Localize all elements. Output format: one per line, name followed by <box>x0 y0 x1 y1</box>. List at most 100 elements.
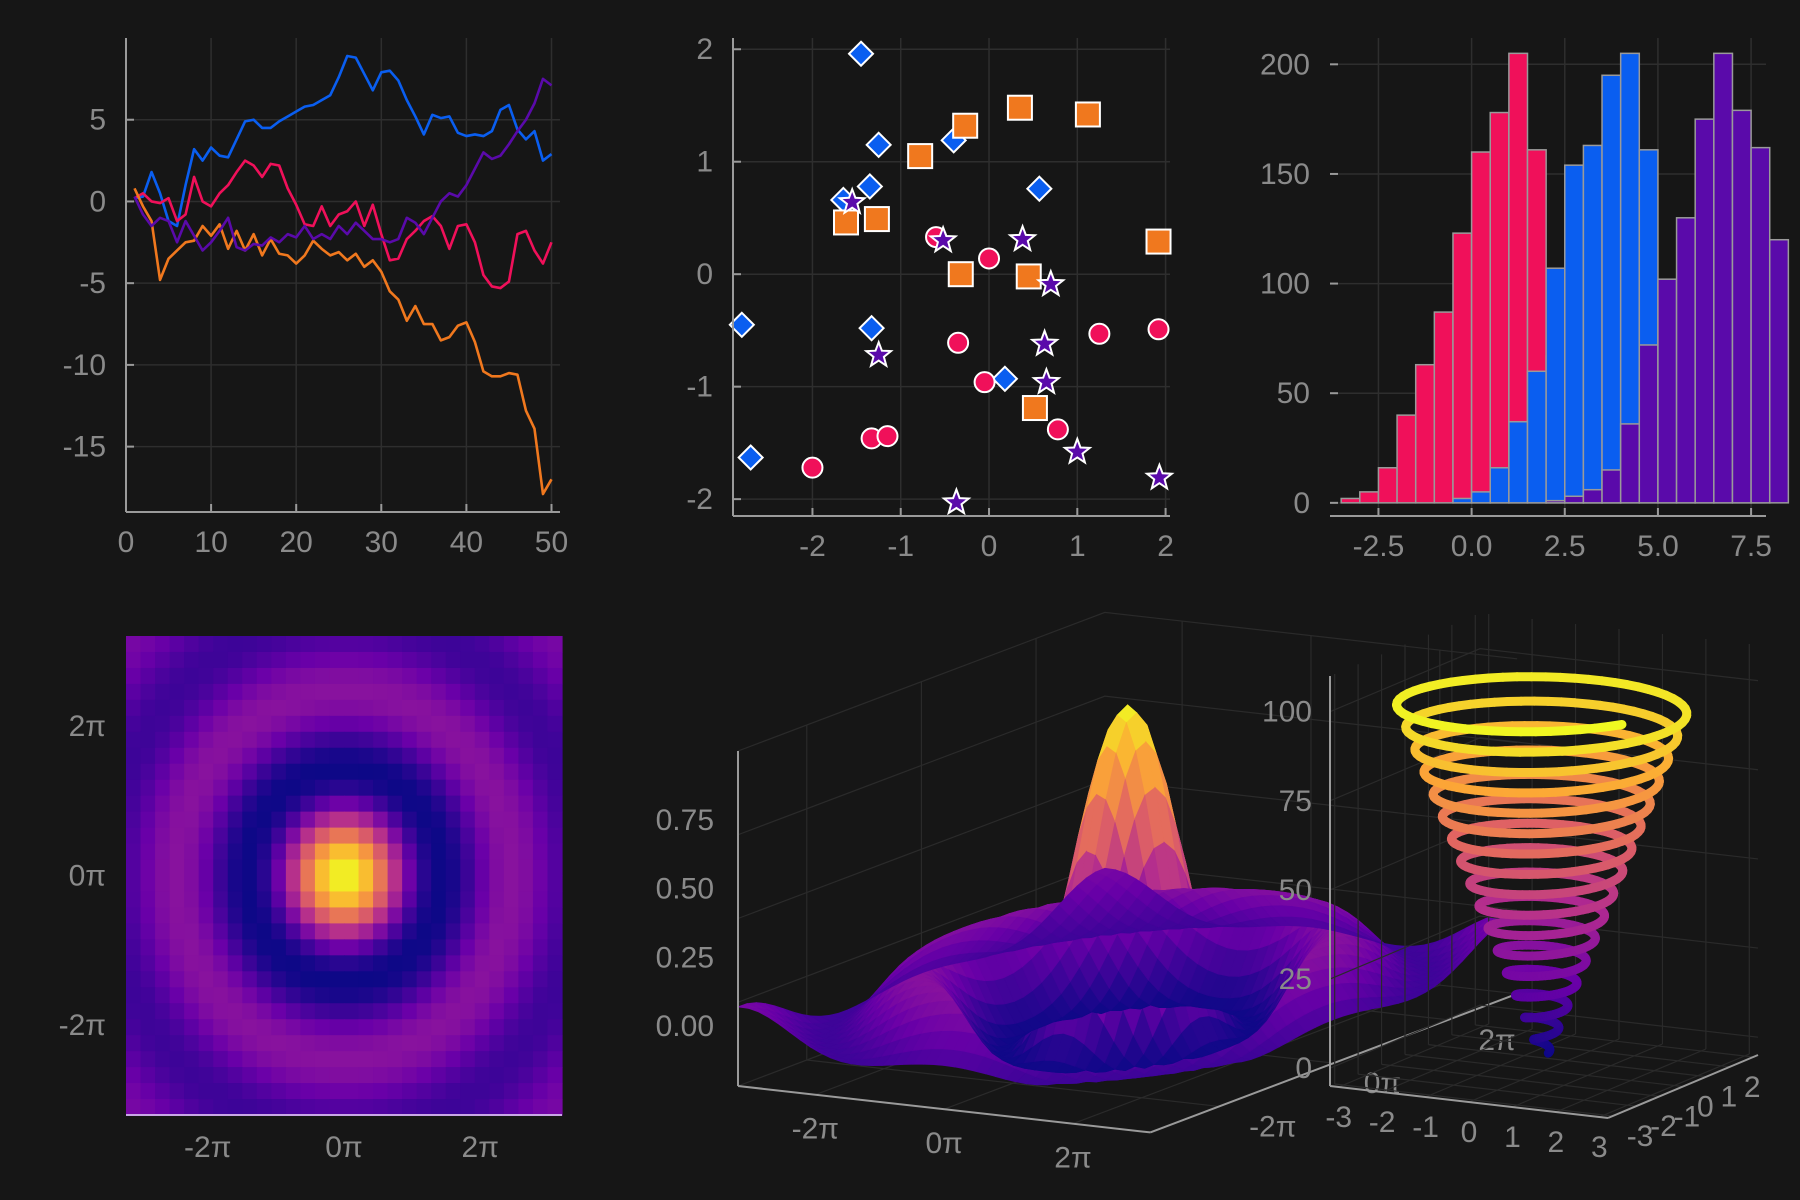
heatmap-cell <box>344 859 360 877</box>
heatmap-cell <box>460 747 476 765</box>
heatmap-cell <box>532 1099 549 1116</box>
scatter-point-star <box>1007 223 1038 253</box>
heatmap-cell <box>373 827 389 845</box>
y-axis-line <box>1607 1054 1759 1119</box>
heatmap-cell <box>271 763 287 781</box>
heatmap-cell <box>140 779 156 797</box>
heatmap-cell <box>184 971 200 988</box>
heatmap-cell <box>213 667 229 685</box>
y-tick-label: 0π <box>1364 1067 1401 1100</box>
heatmap-cell <box>329 747 345 765</box>
heatmap-cell <box>358 651 374 669</box>
heatmap-cell <box>155 795 171 813</box>
heatmap-cell <box>300 747 316 765</box>
floor-gridline <box>1428 1044 1707 1078</box>
heatmap-cell <box>358 683 374 701</box>
heatmap-cell <box>373 683 389 701</box>
heatmap-cell <box>518 1003 534 1020</box>
y-tick-label: 2 <box>1744 1071 1761 1104</box>
heatmap-cell <box>445 859 461 877</box>
heatmap-cell <box>547 987 563 1004</box>
heatmap-cell <box>344 987 360 1004</box>
heatmap-cell <box>184 955 200 972</box>
heatmap-cell <box>314 715 331 733</box>
heatmap-cell <box>402 683 418 701</box>
heatmap-cell <box>402 731 418 749</box>
heatmap-cell <box>300 907 316 924</box>
heatmap-cell <box>271 1099 287 1116</box>
heatmap-cell <box>227 636 243 653</box>
heatmap-cell <box>373 859 389 877</box>
heatmap-cell <box>271 859 287 877</box>
heatmap-cell <box>518 843 534 861</box>
heatmap-cell <box>242 955 258 972</box>
x-tick-label: -1 <box>1412 1111 1439 1144</box>
heatmap-cell <box>460 683 476 701</box>
x-tick-label: -1 <box>887 530 914 563</box>
y-tick-label: -1 <box>686 371 713 404</box>
heatmap-cell <box>329 779 345 797</box>
heatmap-cell <box>474 795 490 813</box>
heatmap-cell <box>489 1003 505 1020</box>
heatmap-cell <box>242 1051 258 1068</box>
heatmap-cell <box>547 939 563 956</box>
heatmap-cell <box>387 779 403 797</box>
heatmap-cell <box>358 1035 374 1052</box>
heatmap-cell <box>489 699 505 717</box>
heatmap-cell <box>474 763 490 781</box>
scatter-point-square <box>1006 94 1033 121</box>
heatmap-cell <box>416 1003 432 1020</box>
heatmap-cell <box>518 891 534 909</box>
heatmap-cell <box>474 1051 490 1068</box>
heatmap-cell <box>227 843 243 861</box>
heatmap-cell <box>344 747 360 765</box>
heatmap-cell <box>300 987 316 1004</box>
heatmap-cell <box>126 1083 142 1100</box>
heatmap-cell <box>169 987 185 1004</box>
heatmap-cell <box>358 827 374 845</box>
heatmap-cell <box>402 987 418 1004</box>
heatmap-cell <box>169 651 185 669</box>
heatmap-cell <box>329 987 345 1004</box>
heatmap-cell <box>416 1035 432 1052</box>
z-tick-label: 0.50 <box>656 873 714 906</box>
heatmap-cell <box>460 811 476 829</box>
z-tick-label: 25 <box>1279 963 1312 996</box>
heatmap-cell <box>285 923 301 940</box>
heatmap-cell <box>227 1003 243 1020</box>
heatmap-cell <box>358 779 374 797</box>
heatmap-cell <box>242 987 258 1004</box>
heatmap-cell <box>503 811 519 829</box>
heatmap-cell <box>242 923 258 940</box>
back-wall-gridline <box>1329 1004 1759 1069</box>
heatmap-cell <box>227 827 243 845</box>
y-tick-label: 150 <box>1260 158 1310 191</box>
scatter-point-square <box>863 206 890 233</box>
heatmap-cell <box>126 939 142 956</box>
heatmap-cell <box>169 795 185 813</box>
heatmap-cell <box>518 1067 534 1084</box>
heatmap-cell <box>344 1019 360 1036</box>
heatmap-cell <box>489 859 505 877</box>
heatmap-cell <box>460 667 476 685</box>
heatmap-cell <box>213 651 229 669</box>
heatmap-cell <box>314 891 331 909</box>
heatmap-cell <box>387 715 403 733</box>
heatmap-cell <box>126 811 142 829</box>
heatmap-cell <box>518 699 534 717</box>
heatmap-cell <box>445 1051 461 1068</box>
heatmap-cell <box>285 1083 301 1100</box>
heatmap-cell <box>547 1083 563 1100</box>
heatmap-cell <box>285 763 301 781</box>
heatmap-cell <box>373 955 389 972</box>
heatmap-cell <box>126 1067 142 1084</box>
heatmap-cell <box>227 779 243 797</box>
heatmap-cell <box>198 636 214 653</box>
heatmap-cell <box>460 1067 476 1084</box>
heatmap-cell <box>271 907 287 924</box>
heatmap-cell <box>532 811 549 829</box>
heatmap-cell <box>184 1083 200 1100</box>
heatmap-cell <box>271 1019 287 1036</box>
heatmap-cell <box>184 1099 200 1116</box>
